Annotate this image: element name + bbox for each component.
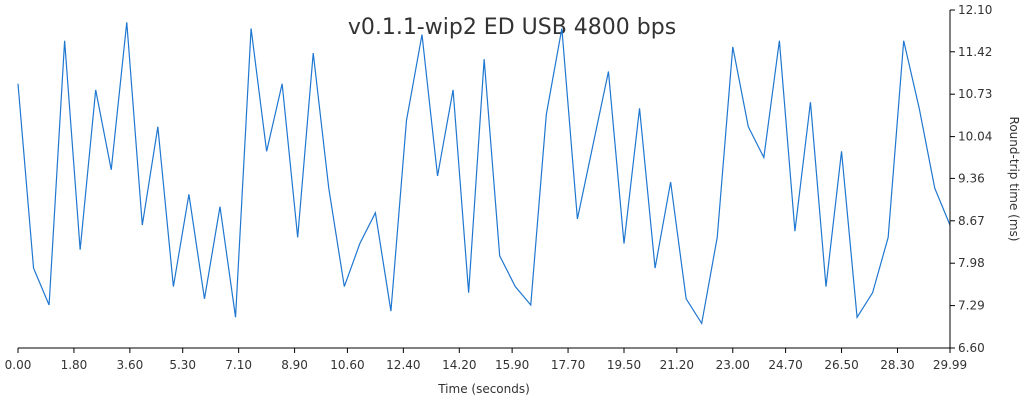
- x-axis-label: Time (seconds): [437, 382, 530, 396]
- y-tick-label: 11.42: [958, 45, 992, 59]
- y-tick-label: 7.98: [958, 256, 985, 270]
- x-tick-label: 12.40: [386, 358, 420, 372]
- series-line: [17, 22, 951, 326]
- x-tick-label: 26.50: [824, 358, 858, 372]
- x-tick-label: 14.20: [442, 358, 476, 372]
- x-tick-label: 0.00: [5, 358, 32, 372]
- x-tick-label: 5.30: [169, 358, 196, 372]
- y-tick-label: 12.10: [958, 3, 992, 17]
- x-tick-label: 19.50: [607, 358, 641, 372]
- y-tick-label: 10.04: [958, 130, 992, 144]
- x-tick-label: 8.90: [281, 358, 308, 372]
- x-tick-label: 24.70: [768, 358, 802, 372]
- x-tick-label: 21.20: [660, 358, 694, 372]
- x-tick-label: 7.10: [225, 358, 252, 372]
- x-ticks: 0.00 1.80 3.60 5.30 7.10 8.90 10.60 12.40 14.20 1…: [5, 348, 967, 372]
- y-ticks: 6.60 7.29 7.98 8.67 9.36 10.04 10.73 11.42 12.10: [950, 3, 992, 355]
- x-tick-label: 3.60: [117, 358, 144, 372]
- y-tick-label: 10.73: [958, 87, 992, 101]
- x-tick-label: 23.00: [716, 358, 750, 372]
- x-tick-label: 15.90: [495, 358, 529, 372]
- x-tick-label: 10.60: [330, 358, 364, 372]
- y-tick-label: 7.29: [958, 299, 985, 313]
- chart-title: v0.1.1-wip2 ED USB 4800 bps: [348, 15, 676, 40]
- y-tick-label: 9.36: [958, 171, 985, 185]
- y-tick-label: 8.67: [958, 214, 985, 228]
- x-tick-label: 17.70: [551, 358, 585, 372]
- x-tick-label: 28.30: [880, 358, 914, 372]
- y-axis-label: Round-trip time (ms): [1007, 117, 1021, 242]
- x-tick-label: 1.80: [61, 358, 88, 372]
- y-tick-label: 6.60: [958, 341, 985, 355]
- series-group: [17, 22, 951, 326]
- x-tick-label: 29.99: [933, 358, 967, 372]
